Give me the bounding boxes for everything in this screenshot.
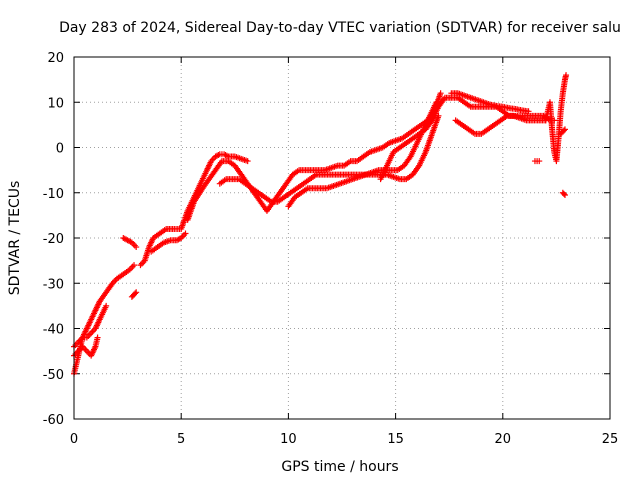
data-point: [437, 90, 444, 97]
data-points: [71, 72, 570, 377]
data-point: [525, 108, 532, 115]
data-point: [94, 334, 101, 341]
series-trace-a: [71, 262, 138, 377]
y-tick-label: -40: [43, 323, 64, 338]
series-trace-m: [448, 90, 532, 115]
data-point: [244, 158, 251, 165]
data-point: [561, 192, 568, 199]
series-trace-p: [559, 189, 568, 199]
series-trace-c: [71, 302, 110, 350]
y-tick-label: 20: [47, 51, 64, 66]
series-trace-d: [120, 235, 140, 251]
data-point: [131, 262, 138, 269]
data-point: [560, 127, 567, 134]
chart-title: Day 283 of 2024, Sidereal Day-to-day VTE…: [59, 20, 621, 36]
x-tick-label: 25: [602, 432, 619, 447]
x-tick-label: 10: [280, 432, 297, 447]
data-point: [563, 72, 570, 79]
y-tick-label: -30: [43, 277, 64, 292]
data-point: [133, 289, 140, 296]
y-tick-label: -60: [43, 413, 64, 428]
plot-frame: [73, 56, 611, 420]
x-tick-label: 20: [495, 432, 512, 447]
data-point: [103, 302, 110, 309]
y-tick-label: 0: [56, 142, 64, 157]
x-axis-label: GPS time / hours: [281, 459, 398, 475]
y-tick-label: 10: [47, 96, 64, 111]
y-tick-label: -20: [43, 232, 64, 247]
data-point: [433, 99, 440, 106]
series-trace-o: [531, 158, 543, 165]
y-tick-label: -50: [43, 368, 64, 383]
x-tick-label: 15: [387, 432, 404, 447]
data-point: [132, 290, 139, 297]
series-trace-g: [148, 230, 189, 255]
x-tick-label: 5: [177, 432, 185, 447]
data-point: [561, 126, 568, 133]
axis-ticks: 0 5 10 15 20 25 20 10 0 -10 -20 -30 -40 -50 -60: [43, 51, 619, 447]
y-tick-label: -10: [43, 187, 64, 202]
data-point: [133, 244, 140, 251]
y-axis-label: SDTVAR / TECUs: [7, 181, 23, 296]
series-trace-n: [542, 72, 570, 165]
data-point: [560, 190, 567, 197]
data-point: [536, 158, 543, 165]
series-trace-l: [452, 112, 549, 137]
data-point: [182, 230, 189, 237]
series-trace-i: [216, 112, 442, 205]
series-trace-e: [128, 289, 140, 300]
series-trace-q: [557, 126, 568, 137]
x-tick-label: 0: [70, 432, 78, 447]
